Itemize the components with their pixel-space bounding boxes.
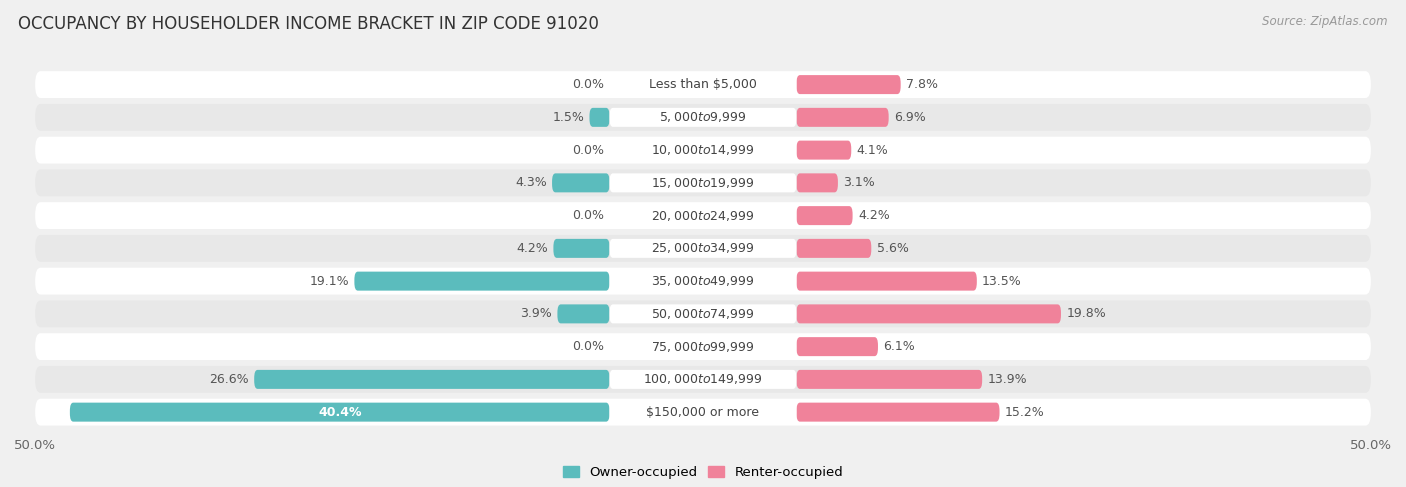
- FancyBboxPatch shape: [35, 399, 1371, 426]
- Text: $150,000 or more: $150,000 or more: [647, 406, 759, 419]
- Text: 6.1%: 6.1%: [883, 340, 915, 353]
- Text: $50,000 to $74,999: $50,000 to $74,999: [651, 307, 755, 321]
- Text: 0.0%: 0.0%: [572, 78, 605, 91]
- FancyBboxPatch shape: [35, 235, 1371, 262]
- Text: Source: ZipAtlas.com: Source: ZipAtlas.com: [1263, 15, 1388, 28]
- Text: 15.2%: 15.2%: [1005, 406, 1045, 419]
- FancyBboxPatch shape: [609, 141, 796, 160]
- FancyBboxPatch shape: [609, 239, 796, 258]
- FancyBboxPatch shape: [35, 202, 1371, 229]
- Text: 3.9%: 3.9%: [520, 307, 553, 320]
- FancyBboxPatch shape: [35, 71, 1371, 98]
- FancyBboxPatch shape: [796, 75, 901, 94]
- Text: $10,000 to $14,999: $10,000 to $14,999: [651, 143, 755, 157]
- FancyBboxPatch shape: [609, 108, 796, 127]
- Legend: Owner-occupied, Renter-occupied: Owner-occupied, Renter-occupied: [562, 466, 844, 479]
- Text: 4.2%: 4.2%: [516, 242, 548, 255]
- Text: OCCUPANCY BY HOUSEHOLDER INCOME BRACKET IN ZIP CODE 91020: OCCUPANCY BY HOUSEHOLDER INCOME BRACKET …: [18, 15, 599, 33]
- Text: $20,000 to $24,999: $20,000 to $24,999: [651, 208, 755, 223]
- FancyBboxPatch shape: [254, 370, 609, 389]
- Text: 4.2%: 4.2%: [858, 209, 890, 222]
- FancyBboxPatch shape: [796, 304, 1062, 323]
- Text: 3.1%: 3.1%: [844, 176, 875, 189]
- Text: Less than $5,000: Less than $5,000: [650, 78, 756, 91]
- Text: 0.0%: 0.0%: [572, 209, 605, 222]
- FancyBboxPatch shape: [609, 75, 796, 94]
- FancyBboxPatch shape: [554, 239, 609, 258]
- FancyBboxPatch shape: [796, 337, 877, 356]
- Text: 4.3%: 4.3%: [515, 176, 547, 189]
- Text: 0.0%: 0.0%: [572, 144, 605, 157]
- FancyBboxPatch shape: [609, 337, 796, 356]
- FancyBboxPatch shape: [796, 108, 889, 127]
- Text: $5,000 to $9,999: $5,000 to $9,999: [659, 111, 747, 124]
- FancyBboxPatch shape: [35, 137, 1371, 164]
- FancyBboxPatch shape: [796, 206, 852, 225]
- FancyBboxPatch shape: [354, 272, 609, 291]
- Text: $100,000 to $149,999: $100,000 to $149,999: [644, 373, 762, 386]
- FancyBboxPatch shape: [609, 272, 796, 291]
- Text: 0.0%: 0.0%: [572, 340, 605, 353]
- Text: 13.9%: 13.9%: [987, 373, 1028, 386]
- FancyBboxPatch shape: [35, 300, 1371, 327]
- Text: $75,000 to $99,999: $75,000 to $99,999: [651, 339, 755, 354]
- FancyBboxPatch shape: [609, 370, 796, 389]
- FancyBboxPatch shape: [796, 141, 851, 160]
- Text: 5.6%: 5.6%: [877, 242, 908, 255]
- FancyBboxPatch shape: [35, 333, 1371, 360]
- FancyBboxPatch shape: [796, 370, 983, 389]
- Text: $35,000 to $49,999: $35,000 to $49,999: [651, 274, 755, 288]
- Text: 4.1%: 4.1%: [856, 144, 889, 157]
- FancyBboxPatch shape: [609, 403, 796, 422]
- Text: $25,000 to $34,999: $25,000 to $34,999: [651, 242, 755, 255]
- Text: $15,000 to $19,999: $15,000 to $19,999: [651, 176, 755, 190]
- FancyBboxPatch shape: [35, 268, 1371, 295]
- FancyBboxPatch shape: [609, 173, 796, 192]
- Text: 19.1%: 19.1%: [309, 275, 349, 288]
- FancyBboxPatch shape: [796, 272, 977, 291]
- FancyBboxPatch shape: [35, 104, 1371, 131]
- Text: 6.9%: 6.9%: [894, 111, 925, 124]
- Text: 19.8%: 19.8%: [1066, 307, 1107, 320]
- Text: 1.5%: 1.5%: [553, 111, 583, 124]
- FancyBboxPatch shape: [796, 403, 1000, 422]
- FancyBboxPatch shape: [557, 304, 609, 323]
- FancyBboxPatch shape: [796, 239, 872, 258]
- Text: 13.5%: 13.5%: [983, 275, 1022, 288]
- Text: 26.6%: 26.6%: [209, 373, 249, 386]
- Text: 40.4%: 40.4%: [318, 406, 361, 419]
- FancyBboxPatch shape: [609, 206, 796, 225]
- FancyBboxPatch shape: [35, 169, 1371, 196]
- Text: 7.8%: 7.8%: [905, 78, 938, 91]
- FancyBboxPatch shape: [70, 403, 609, 422]
- FancyBboxPatch shape: [35, 366, 1371, 393]
- FancyBboxPatch shape: [796, 173, 838, 192]
- FancyBboxPatch shape: [609, 304, 796, 323]
- FancyBboxPatch shape: [589, 108, 609, 127]
- FancyBboxPatch shape: [553, 173, 609, 192]
